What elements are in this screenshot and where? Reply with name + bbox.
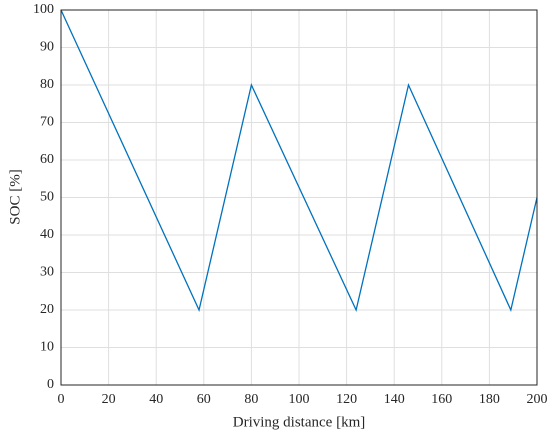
x-axis-label: Driving distance [km] [233, 414, 365, 430]
y-tick-label: 70 [40, 115, 54, 130]
y-tick-label: 10 [40, 340, 54, 355]
x-tick-label: 180 [479, 392, 500, 407]
x-tick-label: 0 [58, 392, 65, 407]
x-tick-label: 160 [431, 392, 452, 407]
x-tick-label: 140 [384, 392, 405, 407]
x-tick-label: 20 [102, 392, 116, 407]
x-tick-label: 120 [336, 392, 357, 407]
y-tick-label: 80 [40, 77, 54, 92]
x-tick-label: 100 [289, 392, 310, 407]
y-tick-label: 0 [47, 377, 54, 392]
x-tick-label: 60 [197, 392, 211, 407]
y-tick-label: 90 [40, 40, 54, 55]
axes-frame [60, 9, 538, 386]
plot-area [60, 9, 538, 313]
y-tick-label: 100 [33, 2, 54, 17]
y-tick-label: 30 [40, 265, 54, 280]
y-axis-label: SOC [%] [7, 169, 23, 224]
y-tick-label: 20 [40, 302, 54, 317]
y-tick-label: 40 [40, 227, 54, 242]
data-line [60, 9, 538, 313]
x-tick-label: 40 [149, 392, 163, 407]
y-tick-label: 60 [40, 152, 54, 167]
y-tick-label: 50 [40, 190, 54, 205]
x-tick-label: 80 [244, 392, 258, 407]
x-tick-label: 200 [527, 392, 548, 407]
